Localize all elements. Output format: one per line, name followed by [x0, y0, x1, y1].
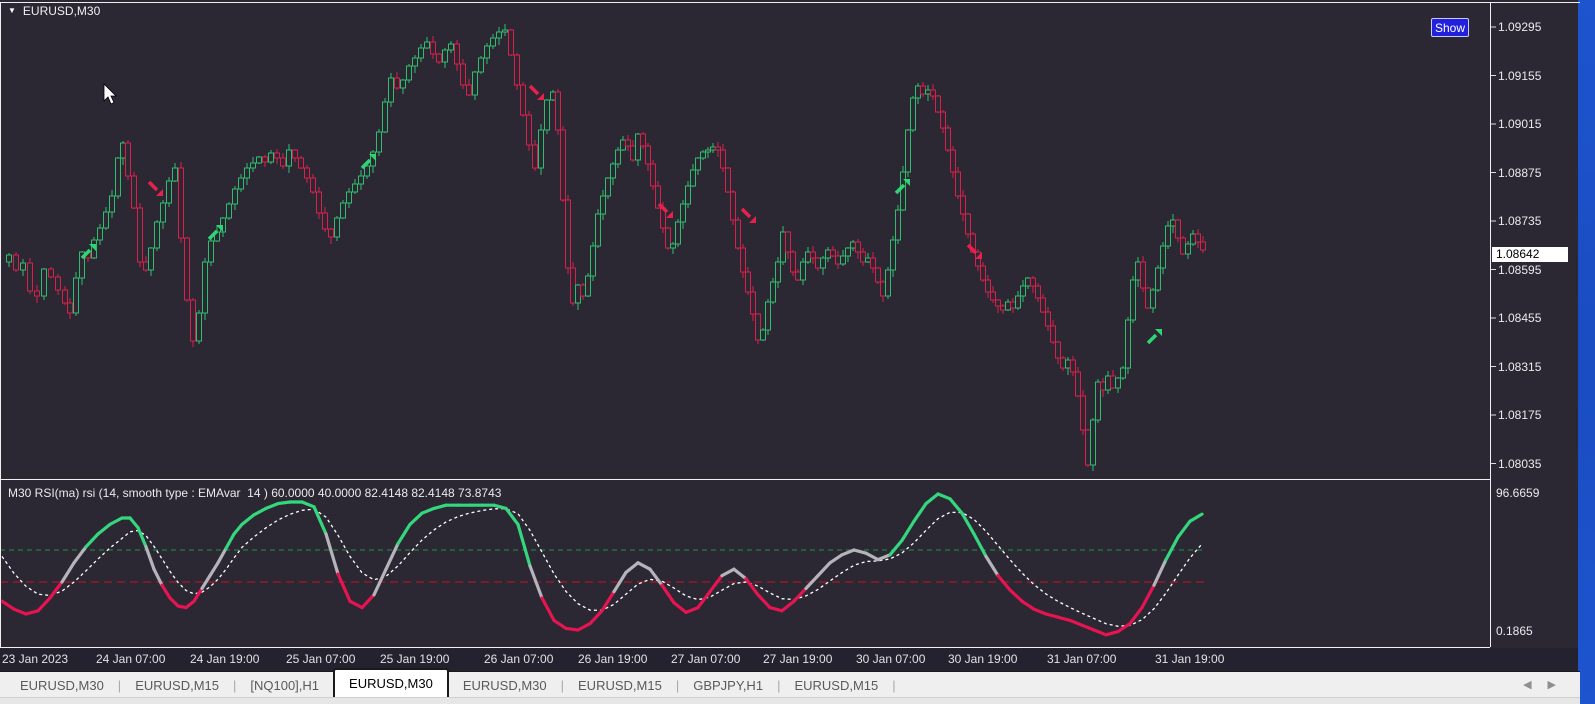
mouse-cursor	[103, 83, 117, 105]
time-axis-label: 23 Jan 2023	[2, 652, 69, 666]
chart-tab[interactable]: EURUSD,M15	[794, 677, 879, 693]
tab-separator: |	[777, 678, 781, 693]
chevron-down-icon[interactable]: ▼	[8, 6, 16, 15]
tab-separator: |	[675, 678, 680, 693]
tab-separator: |	[560, 678, 565, 693]
tab-scroll-left-icon[interactable]: ◀	[1523, 679, 1532, 691]
show-button[interactable]: Show	[1431, 18, 1469, 37]
chart-tab[interactable]: EURUSD,M15	[578, 677, 662, 693]
chart-tab[interactable]: [NQ100],H1	[250, 677, 320, 693]
symbol-title: ▼ EURUSD,M30	[8, 4, 100, 18]
sell-arrow-icon	[147, 180, 163, 196]
chart-tab[interactable]: GBPJPY,H1	[693, 677, 764, 693]
time-axis[interactable]: 23 Jan 2023 24 Jan 07:00 24 Jan 19:00 25 Ja…	[0, 648, 1490, 670]
sell-arrow-icon	[657, 202, 673, 218]
sell-arrow-icon	[528, 84, 544, 100]
price-axis-label: 1.08175	[1498, 408, 1542, 422]
tab-separator: |	[117, 678, 122, 693]
current-price-box: 1.08642	[1492, 247, 1568, 262]
price-axis-label: 1.08035	[1498, 456, 1542, 471]
signal-arrows-layer	[80, 84, 1162, 345]
price-axis-label: 1.09155	[1498, 68, 1542, 83]
chart-tab[interactable]: EURUSD,M30	[462, 677, 547, 693]
buy-arrow-icon	[894, 179, 910, 195]
rsi-min-label: 0.1865	[1496, 624, 1533, 638]
time-axis-label: 27 Jan 19:00	[763, 652, 833, 666]
buy-arrow-icon	[207, 225, 223, 241]
chart-tab[interactable]: EURUSD,M30	[20, 677, 104, 693]
price-axis-label: 1.08315	[1498, 359, 1542, 374]
chart-tab-bar: EURUSD,M30 | EURUSD,M15 | [NQ100],H1 EURUSD,M…	[0, 667, 1580, 699]
time-axis-label: 30 Jan 19:00	[948, 652, 1018, 666]
price-axis-label: 1.08875	[1498, 165, 1542, 180]
price-axis-label: 1.08455	[1498, 311, 1542, 325]
time-axis-label: 27 Jan 07:00	[671, 652, 741, 666]
symbol-title-label: EURUSD,M30	[22, 4, 101, 18]
desktop-edge	[1578, 0, 1595, 704]
tab-separator: |	[892, 678, 896, 693]
time-axis-label: 25 Jan 19:00	[380, 652, 450, 666]
candles-layer	[6, 24, 1206, 471]
rsi-main-line	[1, 492, 1204, 637]
tab-scroll-nav: ◀ ▶	[1523, 678, 1556, 692]
window-bottom-strip	[0, 697, 1580, 704]
rsi-indicator-header: M30 RSI(ma) rsi (14, smooth type : EMAva…	[8, 486, 502, 500]
chart-tab-active[interactable]: EURUSD,M30	[333, 667, 449, 699]
time-axis-label: 24 Jan 07:00	[96, 652, 166, 666]
buy-arrow-icon	[360, 154, 376, 170]
rsi-layer	[1, 492, 1205, 637]
buy-arrow-icon	[80, 244, 96, 260]
time-axis-label: 26 Jan 07:00	[484, 652, 554, 666]
rsi-max-label: 96.6659	[1496, 486, 1540, 500]
price-axis-label: 1.09295	[1498, 20, 1542, 34]
tab-scroll-right-icon[interactable]: ▶	[1547, 679, 1556, 691]
time-axis-label: 25 Jan 07:00	[286, 652, 356, 666]
tab-separator: |	[232, 678, 237, 693]
time-axis-label: 26 Jan 19:00	[578, 652, 648, 666]
time-axis-label: 31 Jan 19:00	[1155, 652, 1225, 666]
price-axis-label: 1.08595	[1498, 262, 1542, 277]
price-axis[interactable]: 1.08642 1.09295 1.09155 1.09015 1.08875 1.08…	[1491, 0, 1580, 647]
price-axis-label: 1.08735	[1498, 214, 1542, 228]
rsi-signal-line	[1, 508, 1203, 627]
price-axis-label: 1.09015	[1498, 117, 1542, 131]
sell-arrow-icon	[966, 243, 982, 259]
sell-arrow-icon	[740, 207, 756, 223]
time-axis-label: 30 Jan 07:00	[856, 652, 926, 666]
time-axis-label: 31 Jan 07:00	[1047, 652, 1117, 666]
buy-arrow-icon	[1146, 329, 1162, 345]
time-axis-label: 24 Jan 19:00	[190, 652, 260, 666]
chart-tab[interactable]: EURUSD,M15	[135, 677, 219, 693]
